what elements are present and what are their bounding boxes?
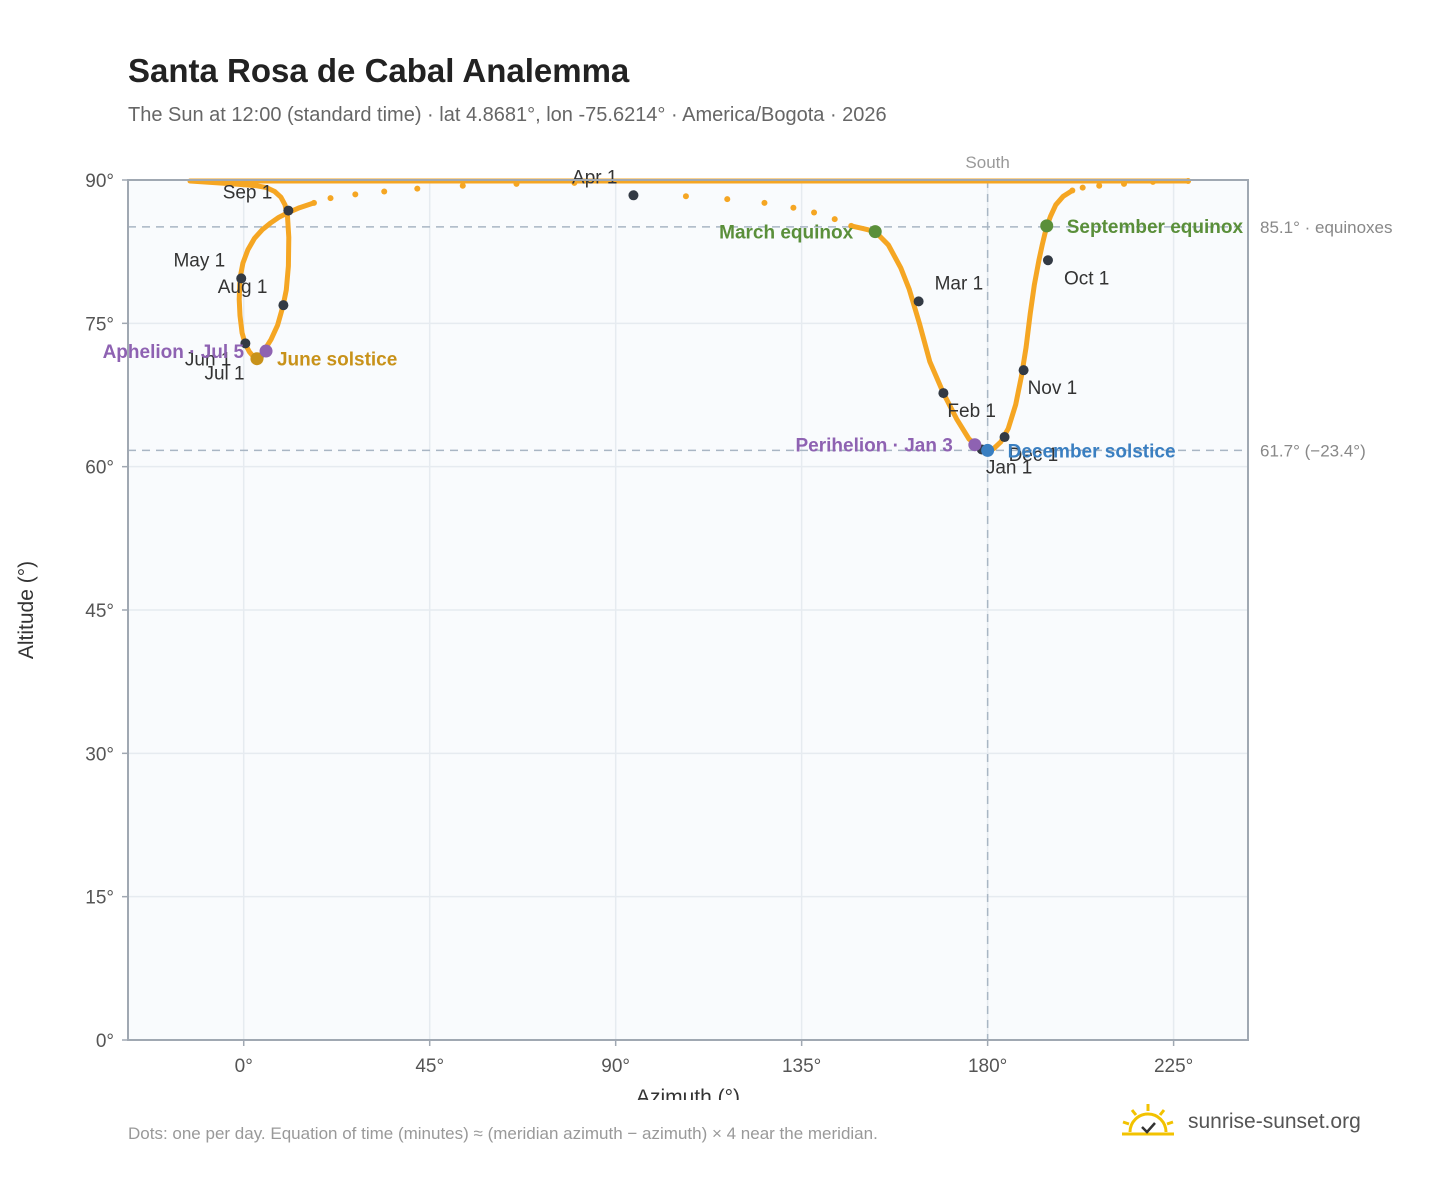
month-label: Aug 1 xyxy=(218,277,268,298)
event-label: June solstice xyxy=(277,350,397,371)
footnote: Dots: one per day. Equation of time (min… xyxy=(128,1124,878,1143)
month-label: Dec 1 xyxy=(1009,445,1059,466)
day-dot xyxy=(513,180,520,187)
event-label: Perihelion · Jan 3 xyxy=(795,436,952,457)
reference-lines: 85.1° · equinoxes 61.7° (−23.4°) South xyxy=(128,153,1393,1040)
y-axis-label: Altitude (°) xyxy=(15,561,38,659)
month-label: May 1 xyxy=(173,250,225,271)
month-label: Oct 1 xyxy=(1064,268,1109,289)
month-dot xyxy=(236,273,247,284)
y-tick-label: 15° xyxy=(85,888,114,909)
day-dot xyxy=(790,204,797,211)
month-dot xyxy=(283,205,294,216)
month-dot xyxy=(278,300,289,311)
month-label: Jul 1 xyxy=(204,364,244,385)
month-dot xyxy=(999,432,1010,443)
x-tick-label: 90° xyxy=(601,1056,630,1077)
month-dot xyxy=(1042,255,1053,266)
day-dot xyxy=(1069,187,1076,194)
month-dot xyxy=(938,388,949,399)
day-dot xyxy=(848,222,855,229)
event-dot xyxy=(981,443,995,457)
y-tick-label: 45° xyxy=(85,601,114,622)
reference-line-label: 85.1° · equinoxes xyxy=(1260,218,1393,237)
event-dot xyxy=(259,344,273,358)
y-tick-label: 60° xyxy=(85,458,114,479)
brand-name[interactable]: sunrise-sunset.org xyxy=(1188,1110,1361,1133)
reference-line-label: 61.7° (−23.4°) xyxy=(1260,441,1366,460)
day-dot xyxy=(310,199,317,206)
chart-subtitle: The Sun at 12:00 (standard time) · lat 4… xyxy=(128,104,887,126)
x-tick-label: 135° xyxy=(782,1056,821,1077)
day-dot xyxy=(352,191,359,198)
day-dot xyxy=(381,188,388,195)
day-dot xyxy=(1079,184,1086,191)
month-label: Sep 1 xyxy=(223,183,273,204)
day-dot xyxy=(327,195,334,202)
day-dot xyxy=(724,196,731,203)
axes: 0° 45° 90° 135° 180° 225° 0° 15° 30° 45° 60° 75° 90°… xyxy=(15,171,1193,1100)
analemma-chart: 85.1° · equinoxes 61.7° (−23.4°) South Jan… xyxy=(15,153,1393,1100)
event-dot xyxy=(968,438,982,452)
month-label: Feb 1 xyxy=(947,401,996,422)
day-dot xyxy=(1096,182,1103,189)
event-dot xyxy=(250,352,264,366)
day-dot xyxy=(761,199,768,206)
day-dot xyxy=(1121,180,1128,187)
event-label: September equinox xyxy=(1067,217,1244,238)
south-label: South xyxy=(965,153,1009,172)
month-dot xyxy=(240,338,251,349)
day-dot xyxy=(459,182,466,189)
brand[interactable]: sunrise-sunset.org xyxy=(1120,1102,1361,1142)
event-dot xyxy=(868,225,882,239)
event-label: March equinox xyxy=(719,223,854,244)
chart-title: Santa Rosa de Cabal Analemma xyxy=(128,52,630,89)
x-tick-label: 0° xyxy=(235,1056,253,1077)
event-dot xyxy=(1040,219,1054,233)
month-label: Jun 1 xyxy=(185,349,231,370)
day-dot xyxy=(571,179,578,186)
y-tick-label: 90° xyxy=(85,171,114,192)
day-dot xyxy=(831,216,838,223)
event-label: Aphelion · Jul 5 xyxy=(103,342,245,363)
x-tick-label: 180° xyxy=(968,1056,1007,1077)
sun-logo-icon xyxy=(1122,1104,1174,1136)
month-label: Apr 1 xyxy=(572,167,617,188)
event-markers: March equinox September equinox June solst… xyxy=(103,217,1244,463)
x-tick-label: 225° xyxy=(1154,1056,1193,1077)
day-dot xyxy=(414,185,421,192)
month-label: Jan 1 xyxy=(986,457,1032,478)
month-dot xyxy=(1018,365,1029,376)
month-label: Mar 1 xyxy=(935,273,984,294)
event-label: December solstice xyxy=(1008,441,1176,462)
day-dot xyxy=(811,209,818,216)
y-tick-label: 75° xyxy=(85,314,114,335)
x-tick-label: 45° xyxy=(415,1056,444,1077)
month-dot xyxy=(628,190,639,201)
month-label: Nov 1 xyxy=(1028,378,1078,399)
y-tick-label: 0° xyxy=(96,1031,114,1052)
day-dot xyxy=(682,193,689,200)
x-axis-label: Azimuth (°) xyxy=(636,1086,740,1100)
month-dot xyxy=(913,296,924,307)
y-tick-label: 30° xyxy=(85,744,114,765)
